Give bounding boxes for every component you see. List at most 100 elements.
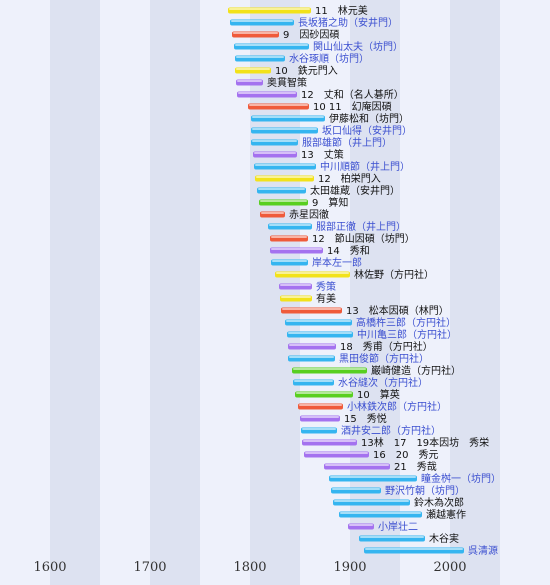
lifespan-label: 15 秀悦: [344, 412, 387, 425]
x-tick-label: 1800: [233, 560, 266, 575]
lifespan-label: 鈴木為次郎: [414, 496, 464, 509]
lifespan-bar-highlight: [301, 416, 339, 418]
lifespan-bar-highlight: [330, 476, 416, 478]
lifespan-bar-highlight: [360, 536, 424, 538]
x-tick-label: 1900: [333, 560, 366, 575]
lifespan-bar-highlight: [260, 200, 307, 202]
lifespan-bar-highlight: [255, 164, 315, 166]
lifespan-bar-highlight: [289, 356, 334, 358]
lifespan-bar-highlight: [256, 176, 313, 178]
lifespan-bar-highlight: [282, 308, 341, 310]
century-band: [0, 0, 50, 585]
lifespan-label[interactable]: 酒井安二郎（方円社）: [341, 424, 441, 437]
lifespan-label[interactable]: 坂口仙得（安井門）: [322, 124, 412, 137]
lifespan-bar-highlight: [294, 380, 333, 382]
lifespan-label[interactable]: 水谷琢順（坊門）: [289, 52, 369, 65]
lifespan-label[interactable]: 中川順節（井上門）: [320, 160, 410, 173]
lifespan-label[interactable]: 瞳金桝一（坊門）: [421, 472, 501, 485]
lifespan-bar-highlight: [233, 32, 278, 34]
x-axis: 1600 1700 1800 1900 2000: [33, 560, 466, 575]
lifespan-bar-highlight: [235, 44, 308, 46]
lifespan-label[interactable]: 小岸壮二: [378, 521, 418, 533]
lifespan-label[interactable]: 岸本左一郎: [312, 256, 362, 269]
lifespan-bar-highlight: [332, 488, 380, 490]
x-tick-label: 1700: [133, 560, 166, 575]
lifespan-bar-highlight: [303, 440, 356, 442]
lifespan-label: 林佐野（方円社）: [354, 268, 434, 281]
lifespan-label: 18 秀甫（方円社）: [340, 340, 433, 353]
lifespan-bar-highlight: [261, 212, 284, 214]
lifespan-label[interactable]: 水谷縫次（方円社）: [338, 376, 428, 389]
lifespan-label[interactable]: 中川亀三郎（方円社）: [357, 328, 457, 341]
lifespan-bar-highlight: [238, 92, 296, 94]
lifespan-label: 12 柏栄門入: [318, 172, 381, 185]
lifespan-label: 21 秀哉: [394, 461, 437, 473]
lifespan-label: 9 算知: [312, 196, 348, 209]
lifespan-label: 奥貫智策: [267, 76, 307, 89]
century-band: [200, 0, 250, 585]
lifespan-label: 10 11 幻庵因碩: [313, 100, 392, 113]
lifespan-bar-highlight: [252, 128, 317, 130]
century-band: [500, 0, 550, 585]
lifespan-bar-highlight: [305, 452, 368, 454]
lifespan-bar-highlight: [365, 548, 463, 550]
lifespan-bar-highlight: [236, 68, 270, 70]
lifespan-label: 木谷実: [429, 532, 459, 545]
lifespan-label: 12 丈和（名人碁所）: [301, 88, 404, 101]
century-band: [150, 0, 200, 585]
lifespan-label[interactable]: 秀策: [316, 280, 336, 293]
lifespan-bar-highlight: [280, 284, 311, 286]
x-tick-label: 1600: [33, 560, 66, 575]
lifespan-bar-highlight: [276, 272, 349, 274]
lifespan-bar-highlight: [325, 464, 389, 466]
lifespan-label[interactable]: 高橋杵三郎（方円社）: [356, 316, 456, 329]
century-band: [100, 0, 150, 585]
lifespan-bar-highlight: [293, 368, 366, 370]
lifespan-bar-highlight: [236, 56, 284, 58]
x-tick-label: 2000: [433, 560, 466, 575]
lifespan-bar-highlight: [252, 116, 324, 118]
lifespan-label: 有美: [316, 292, 336, 305]
lifespan-label[interactable]: 服部正徹（井上門）: [316, 220, 406, 233]
lifespan-label[interactable]: 野沢竹朝（坊門）: [385, 484, 465, 497]
lifespan-label: 13 丈策: [301, 148, 344, 161]
lifespan-bar-highlight: [237, 80, 262, 82]
lifespan-bar-highlight: [289, 344, 335, 346]
lifespan-label: 太田雄蔵（安井門）: [310, 184, 400, 197]
lifespan-label: 伊藤松和（坊門）: [329, 112, 409, 125]
lifespan-label: 13 松本因碩（林門）: [346, 304, 449, 317]
lifespan-label[interactable]: 関山仙太夫（坊門）: [313, 40, 403, 53]
lifespan-label: 14 秀和: [327, 245, 370, 257]
lifespan-bar-highlight: [286, 320, 351, 322]
lifespan-label: 瀬越憲作: [426, 508, 466, 521]
lifespan-bar-highlight: [349, 524, 373, 526]
lifespan-bar-highlight: [340, 512, 421, 514]
century-band: [350, 0, 400, 585]
lifespan-bar-highlight: [272, 260, 307, 262]
lifespan-bar-highlight: [249, 104, 308, 106]
lifespan-bar-highlight: [334, 500, 409, 502]
lifespan-label: 赤星因徹: [289, 208, 329, 221]
lifespan-bar-highlight: [271, 248, 322, 250]
lifespan-label[interactable]: 小林鉄次郎（方円社）: [347, 400, 447, 413]
lifespan-bar-highlight: [296, 392, 352, 394]
lifespan-label: 10 算英: [357, 388, 400, 401]
lifespan-bar-highlight: [252, 140, 297, 142]
lifespan-bar-highlight: [254, 152, 296, 154]
lifespan-label: 16 20 秀元: [373, 449, 438, 461]
lifespan-label: 13林 17 19本因坊 秀栄: [361, 436, 489, 449]
lifespan-label[interactable]: 黒田俊節（方円社）: [339, 352, 429, 365]
lifespan-label: 12 節山因碩（坊門）: [312, 232, 415, 245]
lifespan-bar-highlight: [269, 224, 311, 226]
century-band: [400, 0, 450, 585]
lifespan-bar-highlight: [258, 188, 305, 190]
lifespan-label[interactable]: 服部雄節（井上門）: [302, 136, 392, 149]
lifespan-bar-highlight: [299, 404, 342, 406]
century-band: [50, 0, 100, 585]
lifespan-label[interactable]: 長坂猪之助（安井門）: [298, 16, 398, 29]
lifespan-label: 11 林元美: [315, 4, 368, 17]
lifespan-label[interactable]: 呉清源: [468, 544, 498, 557]
lifespan-bar-highlight: [288, 332, 352, 334]
